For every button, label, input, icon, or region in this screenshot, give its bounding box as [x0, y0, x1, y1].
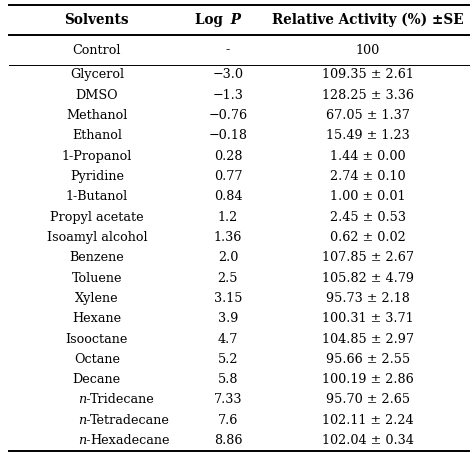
Text: 0.77: 0.77	[214, 170, 242, 183]
Text: 2.45 ± 0.53: 2.45 ± 0.53	[330, 211, 406, 224]
Text: 104.85 ± 2.97: 104.85 ± 2.97	[322, 333, 414, 346]
Text: −0.76: −0.76	[208, 109, 247, 122]
Text: 0.62 ± 0.02: 0.62 ± 0.02	[330, 231, 406, 244]
Text: Octane: Octane	[74, 353, 120, 366]
Text: 3.15: 3.15	[214, 292, 242, 305]
Text: 1.36: 1.36	[214, 231, 242, 244]
Text: 1.44 ± 0.00: 1.44 ± 0.00	[330, 149, 406, 163]
Text: Propyl acetate: Propyl acetate	[50, 211, 144, 224]
Text: 67.05 ± 1.37: 67.05 ± 1.37	[326, 109, 410, 122]
Text: P: P	[228, 13, 241, 27]
Text: Hexadecane: Hexadecane	[90, 434, 170, 447]
Text: 109.35 ± 2.61: 109.35 ± 2.61	[322, 68, 414, 82]
Text: n-: n-	[78, 414, 90, 427]
Text: 1-Butanol: 1-Butanol	[66, 190, 128, 203]
Text: 15.49 ± 1.23: 15.49 ± 1.23	[326, 130, 410, 142]
Text: 100.31 ± 3.71: 100.31 ± 3.71	[322, 312, 414, 325]
Text: 95.70 ± 2.65: 95.70 ± 2.65	[326, 394, 410, 406]
Text: Ethanol: Ethanol	[72, 130, 122, 142]
Text: 2.74 ± 0.10: 2.74 ± 0.10	[330, 170, 406, 183]
Text: Decane: Decane	[73, 373, 121, 386]
Text: −0.18: −0.18	[209, 130, 247, 142]
Text: −1.3: −1.3	[212, 89, 243, 102]
Text: 128.25 ± 3.36: 128.25 ± 3.36	[322, 89, 414, 102]
Text: DMSO: DMSO	[75, 89, 118, 102]
Text: 2.0: 2.0	[218, 251, 238, 264]
Text: Tridecane: Tridecane	[90, 394, 155, 406]
Text: 100: 100	[356, 43, 380, 57]
Text: n-: n-	[78, 394, 90, 406]
Text: 7.33: 7.33	[214, 394, 242, 406]
Text: Hexane: Hexane	[72, 312, 121, 325]
Text: Tetradecane: Tetradecane	[90, 414, 170, 427]
Text: 5.2: 5.2	[218, 353, 238, 366]
Text: Log: Log	[195, 13, 228, 27]
Text: 2.5: 2.5	[218, 271, 238, 284]
Text: Pyridine: Pyridine	[70, 170, 124, 183]
Text: 5.8: 5.8	[218, 373, 238, 386]
Text: −3.0: −3.0	[212, 68, 243, 82]
Text: 1.00 ± 0.01: 1.00 ± 0.01	[330, 190, 406, 203]
Text: 3.9: 3.9	[218, 312, 238, 325]
Text: Control: Control	[73, 43, 121, 57]
Text: 0.28: 0.28	[214, 149, 242, 163]
Text: 107.85 ± 2.67: 107.85 ± 2.67	[322, 251, 414, 264]
Text: Glycerol: Glycerol	[70, 68, 124, 82]
Text: 95.66 ± 2.55: 95.66 ± 2.55	[326, 353, 410, 366]
Text: Benzene: Benzene	[70, 251, 124, 264]
Text: 1.2: 1.2	[218, 211, 238, 224]
Text: Relative Activity (%) ±SE: Relative Activity (%) ±SE	[272, 13, 464, 27]
Text: Toluene: Toluene	[72, 271, 122, 284]
Text: n-: n-	[78, 434, 90, 447]
Text: 102.04 ± 0.34: 102.04 ± 0.34	[322, 434, 414, 447]
Text: Isoamyl alcohol: Isoamyl alcohol	[46, 231, 147, 244]
Text: -: -	[226, 43, 230, 57]
Text: 95.73 ± 2.18: 95.73 ± 2.18	[326, 292, 410, 305]
Text: 102.11 ± 2.24: 102.11 ± 2.24	[322, 414, 414, 427]
Text: 8.86: 8.86	[214, 434, 242, 447]
Text: 100.19 ± 2.86: 100.19 ± 2.86	[322, 373, 414, 386]
Text: 0.84: 0.84	[214, 190, 242, 203]
Text: Solvents: Solvents	[64, 13, 129, 27]
Text: Isooctane: Isooctane	[66, 333, 128, 346]
Text: Xylene: Xylene	[75, 292, 118, 305]
Text: 4.7: 4.7	[218, 333, 238, 346]
Text: 1-Propanol: 1-Propanol	[62, 149, 132, 163]
Text: Methanol: Methanol	[66, 109, 128, 122]
Text: 105.82 ± 4.79: 105.82 ± 4.79	[322, 271, 414, 284]
Text: 7.6: 7.6	[218, 414, 238, 427]
